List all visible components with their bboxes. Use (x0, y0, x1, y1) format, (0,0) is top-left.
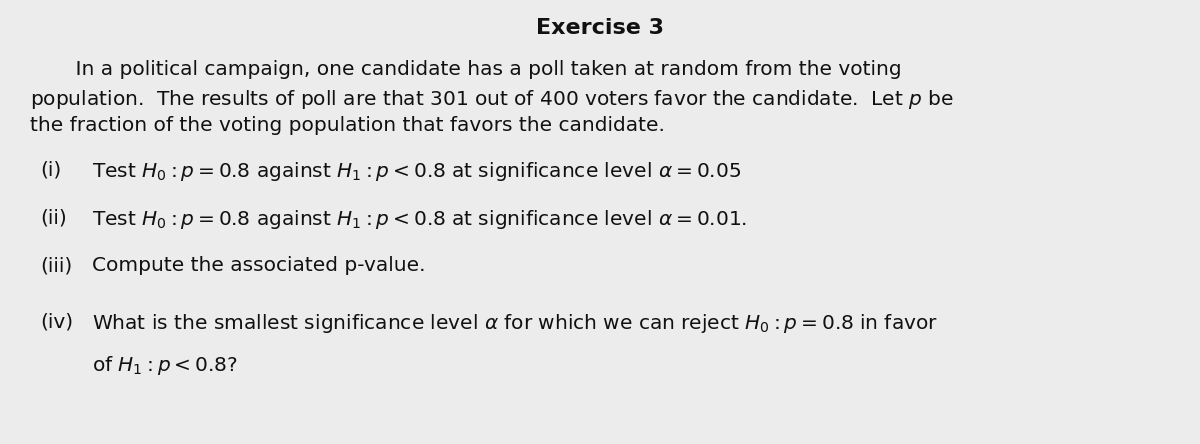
Text: of $H_1 : p < 0.8$?: of $H_1 : p < 0.8$? (92, 354, 238, 377)
Text: In a political campaign, one candidate has a poll taken at random from the votin: In a political campaign, one candidate h… (50, 60, 901, 79)
Text: Test $H_0 : p = 0.8$ against $H_1 : p < 0.8$ at significance level $\alpha = 0.0: Test $H_0 : p = 0.8$ against $H_1 : p < … (92, 208, 748, 231)
Text: What is the smallest significance level $\alpha$ for which we can reject $H_0 : : What is the smallest significance level … (92, 312, 938, 335)
Text: Exercise 3: Exercise 3 (536, 18, 664, 38)
Text: (i): (i) (40, 160, 61, 179)
Text: (iii): (iii) (40, 256, 72, 275)
Text: the fraction of the voting population that favors the candidate.: the fraction of the voting population th… (30, 116, 665, 135)
Text: population.  The results of poll are that 301 out of 400 voters favor the candid: population. The results of poll are that… (30, 88, 954, 111)
Text: (ii): (ii) (40, 208, 67, 227)
Text: Compute the associated p-value.: Compute the associated p-value. (92, 256, 426, 275)
Text: (iv): (iv) (40, 312, 73, 331)
Text: Test $H_0 : p = 0.8$ against $H_1 : p < 0.8$ at significance level $\alpha = 0.0: Test $H_0 : p = 0.8$ against $H_1 : p < … (92, 160, 742, 183)
